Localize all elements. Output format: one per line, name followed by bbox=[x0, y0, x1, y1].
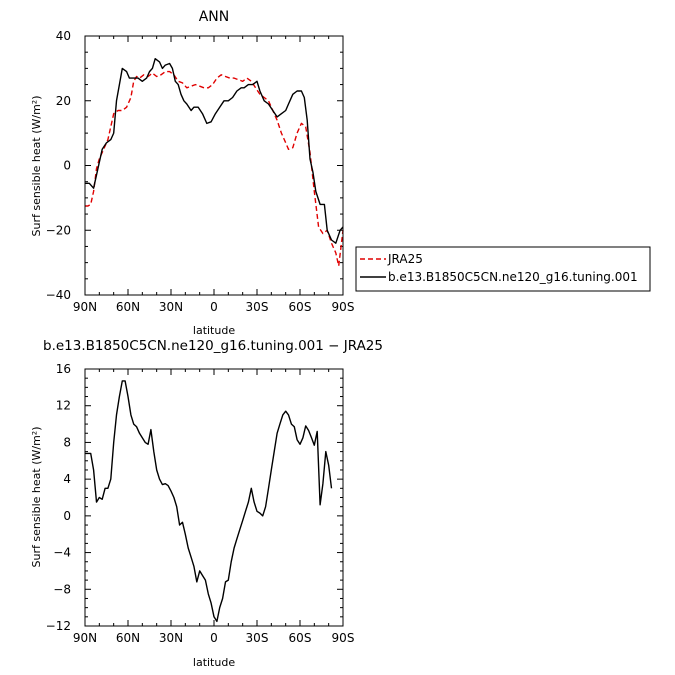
bottom-chart-ytick-label: 4 bbox=[63, 472, 71, 486]
legend-label-model: b.e13.B1850C5CN.ne120_g16.tuning.001 bbox=[388, 270, 638, 284]
bottom-chart-xtick-label: 60N bbox=[116, 631, 140, 645]
top-chart-ytick-label: 20 bbox=[56, 94, 71, 108]
bottom-chart-ytick-label: 8 bbox=[63, 435, 71, 449]
top-chart-frame bbox=[84, 35, 344, 296]
bottom-chart-xtick-label: 60S bbox=[289, 631, 312, 645]
bottom-chart-ytick-label: −12 bbox=[46, 619, 71, 633]
bottom-chart-series bbox=[85, 380, 333, 623]
bottom-chart-xlabel: latitude bbox=[193, 656, 235, 669]
top-chart-series bbox=[85, 58, 344, 267]
bottom-chart-title: b.e13.B1850C5CN.ne120_g16.tuning.001 − J… bbox=[43, 338, 383, 354]
top-chart-xlabel: latitude bbox=[193, 324, 235, 337]
top-chart-xtick-label: 60S bbox=[289, 300, 312, 314]
top-chart-xtick-label: 0 bbox=[210, 300, 218, 314]
top-chart-legend: JRA25 b.e13.B1850C5CN.ne120_g16.tuning.0… bbox=[355, 246, 651, 292]
top-chart-ytick-label: −20 bbox=[46, 223, 71, 237]
top-chart-xtick-label: 30N bbox=[159, 300, 183, 314]
bottom-chart-ytick-label: −8 bbox=[53, 582, 71, 596]
bottom-chart-axes: 90N 60N 30N 0 30S 60S 90S −12 −8 −4 0 4 8 12 16 bbox=[46, 362, 355, 645]
bottom-chart-ytick-label: 12 bbox=[56, 399, 71, 413]
top-chart-series-line-0 bbox=[85, 70, 344, 267]
top-chart-series-line-1 bbox=[85, 58, 344, 244]
bottom-chart-series-line-0 bbox=[85, 380, 333, 623]
bottom-chart-ytick-label: −4 bbox=[53, 546, 71, 560]
top-chart-ytick-label: 40 bbox=[56, 29, 71, 43]
top-chart-panel: ANN 90N 60N 30N 0 30S 60S 90S −40 −20 0 20 40 latit… bbox=[30, 9, 651, 337]
bottom-chart-xtick-label: 0 bbox=[210, 631, 218, 645]
legend-label-jra25: JRA25 bbox=[387, 252, 423, 266]
bottom-chart-ylabel: Surf sensible heat (W/m²) bbox=[30, 427, 43, 568]
bottom-chart-xtick-label: 90N bbox=[73, 631, 97, 645]
top-chart-xtick-label: 90S bbox=[332, 300, 355, 314]
top-chart-ytick-label: −40 bbox=[46, 288, 71, 302]
top-chart-xtick-label: 90N bbox=[73, 300, 97, 314]
bottom-chart-xtick-label: 30N bbox=[159, 631, 183, 645]
bottom-chart-ytick-label: 0 bbox=[63, 509, 71, 523]
top-chart-xtick-label: 60N bbox=[116, 300, 140, 314]
bottom-chart-ytick-label: 16 bbox=[56, 362, 71, 376]
top-chart-ytick-label: 0 bbox=[63, 159, 71, 173]
top-chart-title: ANN bbox=[199, 9, 230, 25]
bottom-chart-xtick-label: 30S bbox=[246, 631, 269, 645]
top-chart-axes: 90N 60N 30N 0 30S 60S 90S −40 −20 0 20 40 bbox=[46, 29, 355, 314]
legend-box bbox=[355, 246, 651, 292]
bottom-chart-xtick-label: 90S bbox=[332, 631, 355, 645]
bottom-chart-panel: b.e13.B1850C5CN.ne120_g16.tuning.001 − J… bbox=[30, 338, 383, 669]
top-chart-xtick-label: 30S bbox=[246, 300, 269, 314]
top-chart-ylabel: Surf sensible heat (W/m²) bbox=[30, 96, 43, 237]
bottom-chart-frame bbox=[84, 368, 344, 627]
